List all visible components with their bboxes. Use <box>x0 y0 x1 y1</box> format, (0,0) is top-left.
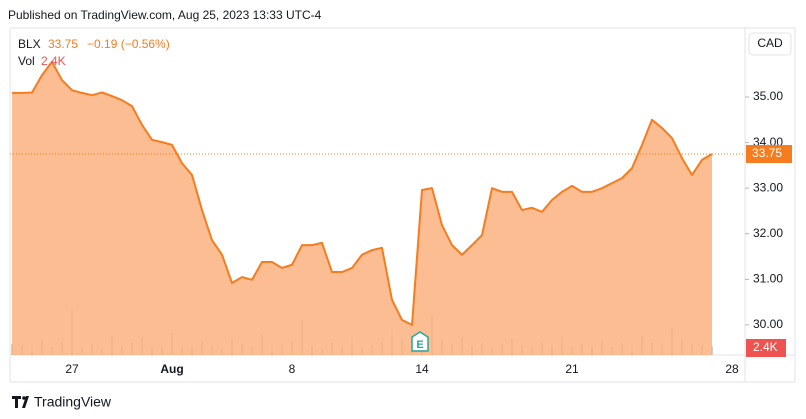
volume-badge-label: 2.4K <box>753 340 778 354</box>
y-tick-label: 31.00 <box>753 272 783 286</box>
header: Published on TradingView.com, Aug 25, 20… <box>8 8 322 22</box>
volume-name: Vol <box>18 54 35 68</box>
y-tick-label: 33.00 <box>753 180 783 194</box>
branding: TradingView <box>34 394 112 410</box>
logo-dot <box>22 396 26 400</box>
volume-last: 2.4K <box>41 54 66 68</box>
area <box>12 61 712 355</box>
x-tick-label: 8 <box>289 362 296 376</box>
earnings-marker <box>411 331 429 352</box>
plot <box>10 60 745 355</box>
price-line <box>12 60 713 326</box>
y-tick-label: 32.00 <box>753 226 783 240</box>
currency-button[interactable] <box>748 32 792 56</box>
price-badge <box>746 144 792 163</box>
change: −0.19 (−0.56%) <box>87 37 170 51</box>
x-tick-label: 28 <box>725 362 739 376</box>
x-tick-label: Aug <box>160 362 183 376</box>
last-price: 33.75 <box>48 37 78 51</box>
x-tick-label: 27 <box>65 362 79 376</box>
x-tick-label: 14 <box>415 362 429 376</box>
volume-badge <box>746 339 786 357</box>
logo-icon <box>12 396 29 408</box>
y-tick-label: 30.00 <box>753 317 783 331</box>
symbol: BLX <box>18 37 41 51</box>
x-tick-label: 21 <box>565 362 579 376</box>
y-tick-label: 35.00 <box>753 89 783 103</box>
currency[interactable]: CAD <box>757 36 783 50</box>
price-badge-label: 33.75 <box>752 146 782 160</box>
logo: TradingView <box>12 394 112 410</box>
earnings-label: E <box>416 339 423 351</box>
